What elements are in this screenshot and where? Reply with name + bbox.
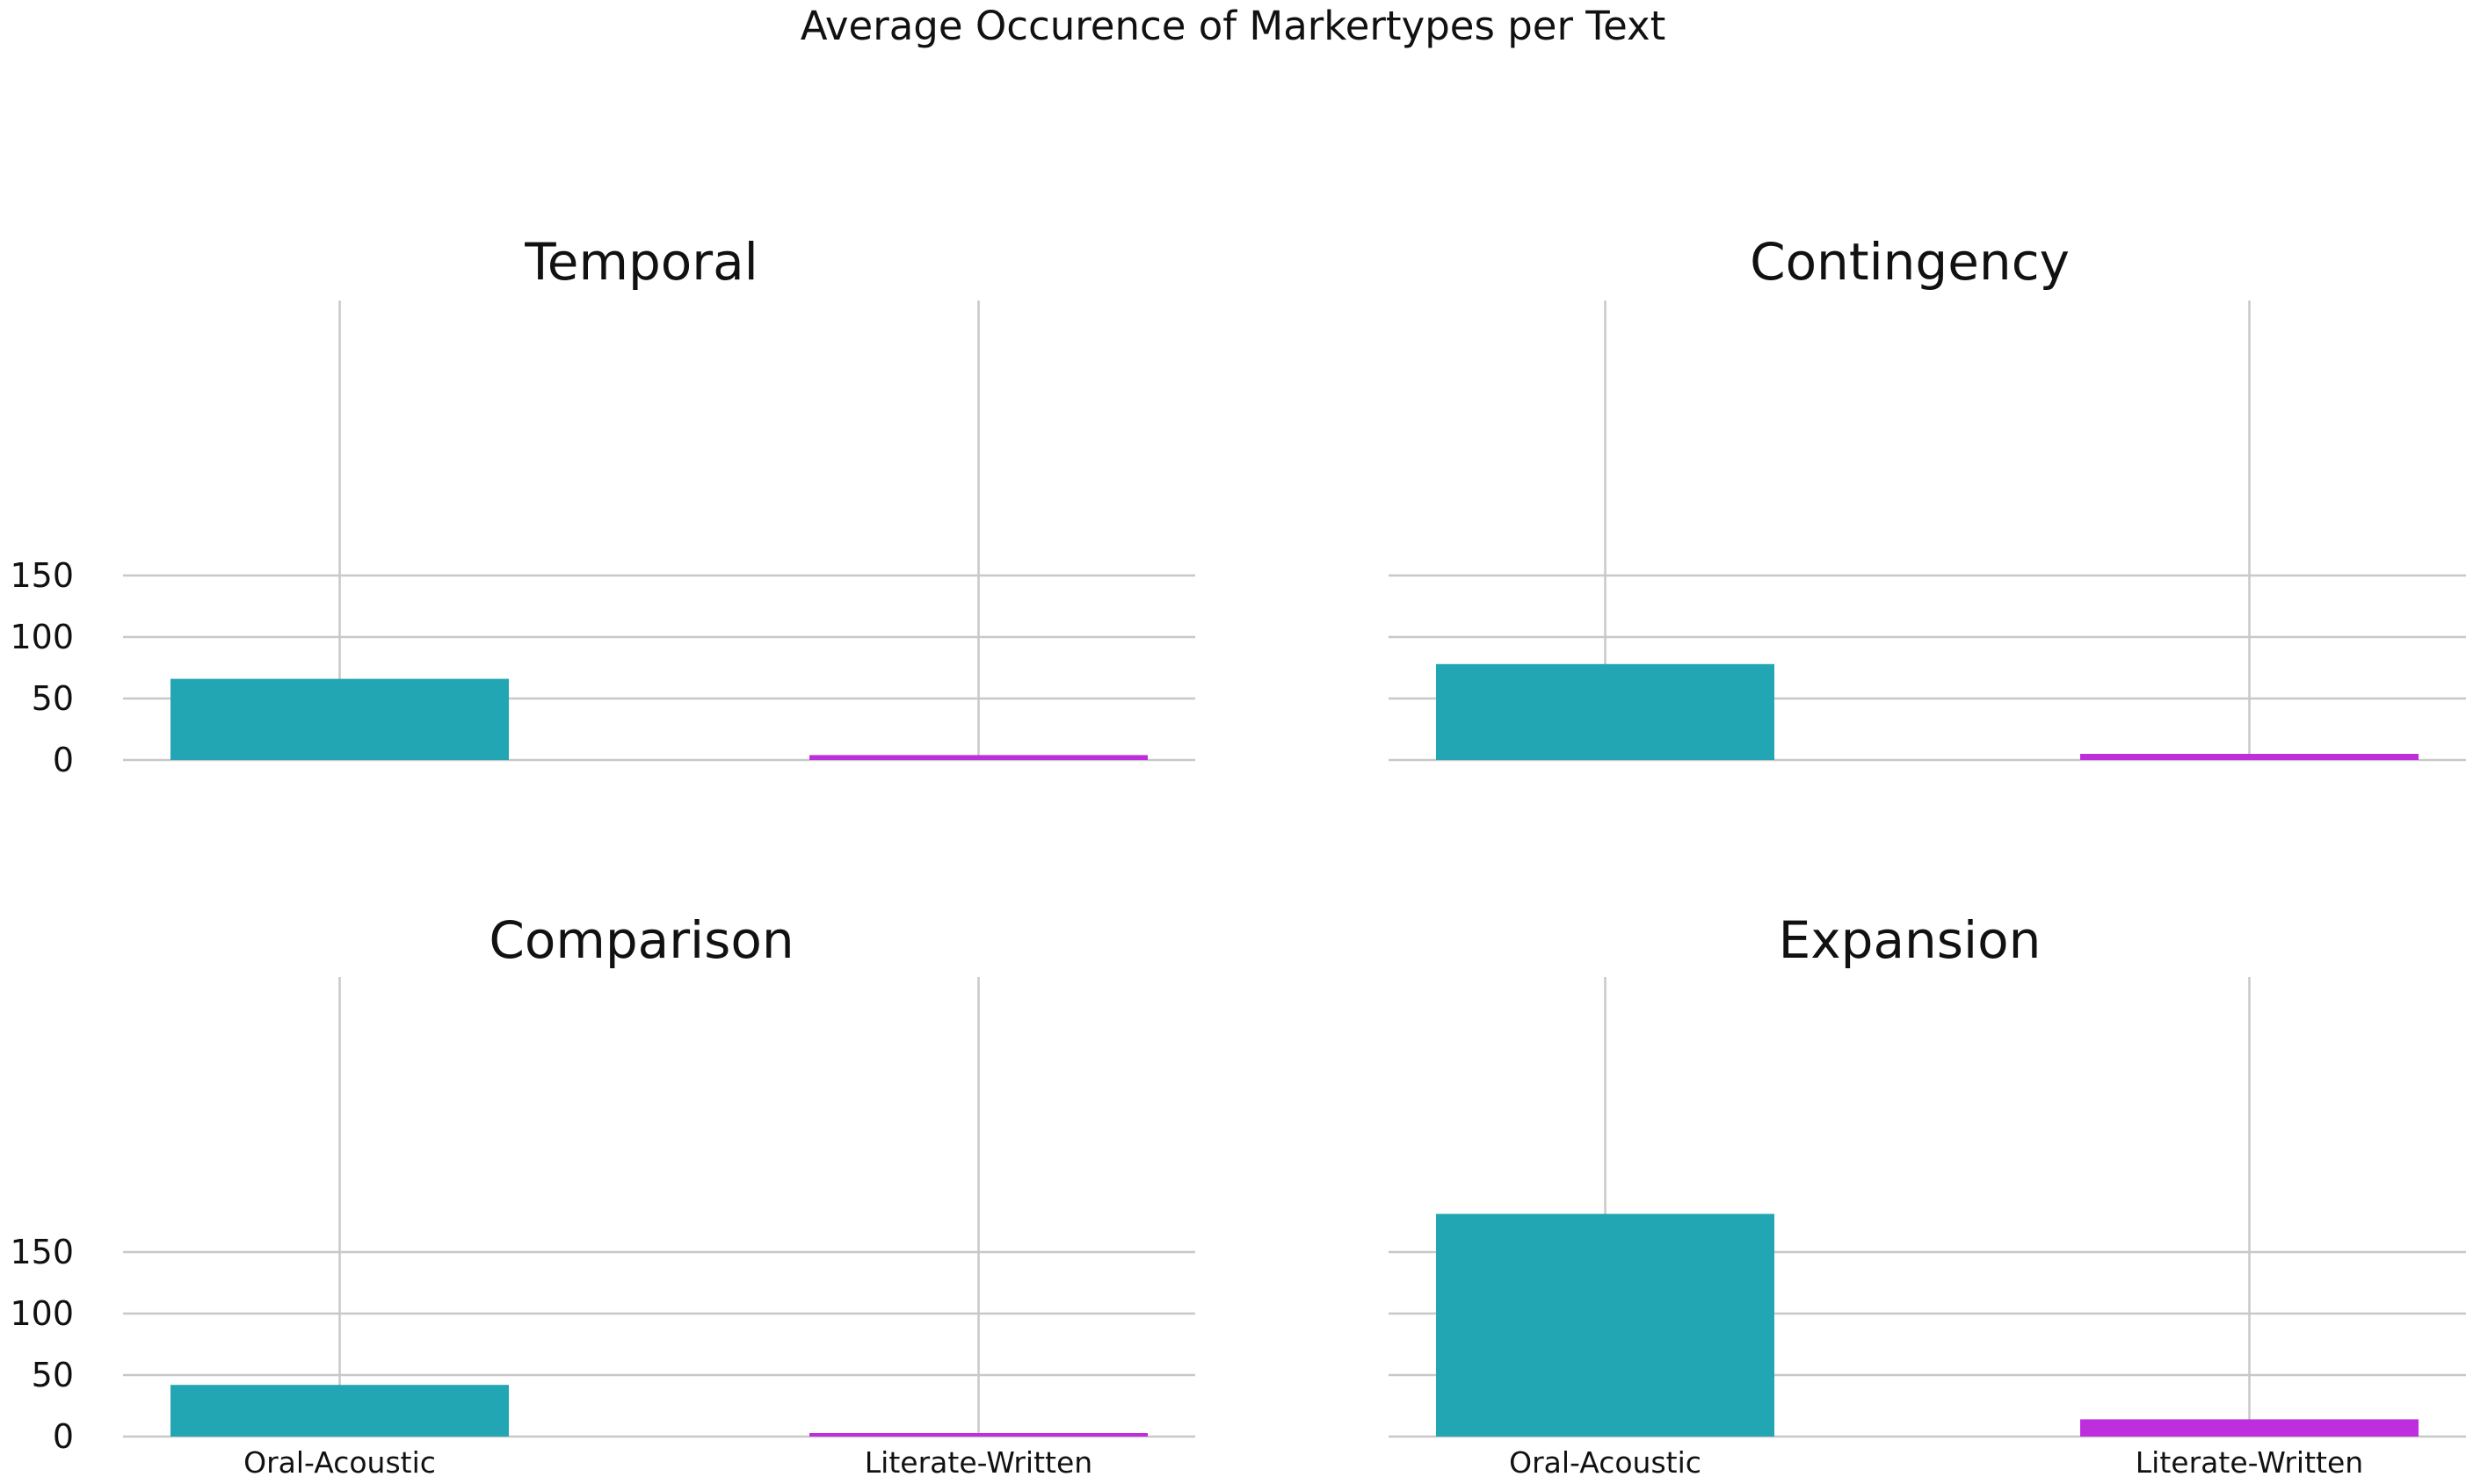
bar-oral-acoustic xyxy=(170,678,509,760)
y-tick-label: 50 xyxy=(32,1356,74,1394)
bar-literate-written xyxy=(809,755,1148,760)
panel-expansion: Expansion Oral-Acoustic Literate-Written xyxy=(1389,910,2466,1480)
panel-comparison: 0 50 100 150 Comparison Oral-Acoustic Literate… xyxy=(10,910,1195,1480)
bar-oral-acoustic xyxy=(170,1385,509,1437)
bar-oral-acoustic xyxy=(1436,663,1774,760)
x-tick-label: Oral-Acoustic xyxy=(1509,1445,1701,1480)
bar-literate-written xyxy=(2080,1419,2419,1437)
panel-title: Temporal xyxy=(524,232,758,292)
panel-title: Contingency xyxy=(1750,232,2070,292)
panel-title: Comparison xyxy=(489,910,794,970)
x-tick-label: Literate-Written xyxy=(865,1445,1092,1480)
y-tick-label: 50 xyxy=(32,679,74,718)
y-tick-label: 150 xyxy=(10,556,74,595)
chart-title: Average Occurence of Markertypes per Tex… xyxy=(801,3,1666,49)
y-tick-label: 150 xyxy=(10,1233,74,1271)
y-tick-label: 100 xyxy=(10,1294,74,1333)
panel-temporal: 0 50 100 150 Temporal xyxy=(10,232,1195,779)
x-tick-label: Literate-Written xyxy=(2136,1445,2363,1480)
x-tick-label: Oral-Acoustic xyxy=(243,1445,436,1480)
y-tick-label: 0 xyxy=(53,1417,74,1456)
panel-title: Expansion xyxy=(1779,910,2042,970)
panel-contingency: Contingency xyxy=(1389,232,2466,762)
y-tick-label: 100 xyxy=(10,618,74,656)
bar-oral-acoustic xyxy=(1436,1213,1774,1437)
bar-literate-written xyxy=(2080,754,2419,760)
bar-literate-written xyxy=(809,1433,1148,1437)
y-tick-label: 0 xyxy=(53,741,74,779)
